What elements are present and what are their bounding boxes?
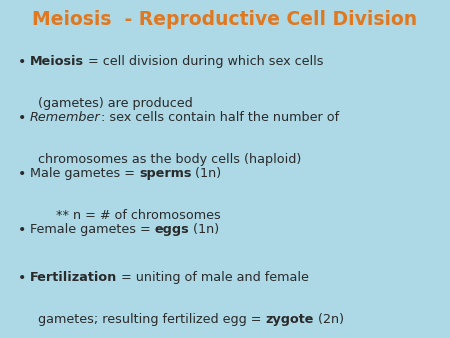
Text: = cell division during which sex cells: = cell division during which sex cells — [84, 55, 324, 68]
Text: Meiosis: Meiosis — [30, 55, 84, 68]
Text: (1n): (1n) — [191, 167, 221, 180]
Text: Meiosis  - Reproductive Cell Division: Meiosis - Reproductive Cell Division — [32, 10, 418, 29]
Text: chromosomes as the body cells (haploid): chromosomes as the body cells (haploid) — [38, 153, 301, 166]
Text: sperms: sperms — [139, 167, 191, 180]
Text: gametes; resulting fertilized egg =: gametes; resulting fertilized egg = — [38, 313, 266, 326]
Text: Female gametes =: Female gametes = — [30, 223, 155, 236]
Text: (2n): (2n) — [314, 313, 344, 326]
Text: •: • — [18, 223, 27, 237]
Text: ** n = # of chromosomes: ** n = # of chromosomes — [56, 209, 221, 222]
Text: •: • — [18, 271, 27, 285]
Text: Remember: Remember — [30, 111, 101, 124]
Text: zygote: zygote — [266, 313, 314, 326]
Text: Fertilization: Fertilization — [30, 271, 117, 284]
Text: •: • — [18, 111, 27, 125]
Text: (gametes) are produced: (gametes) are produced — [38, 97, 193, 110]
Text: •: • — [18, 167, 27, 181]
Text: •: • — [18, 55, 27, 69]
Text: (1n): (1n) — [189, 223, 220, 236]
Text: eggs: eggs — [155, 223, 189, 236]
Text: Male gametes =: Male gametes = — [30, 167, 139, 180]
Text: : sex cells contain half the number of: : sex cells contain half the number of — [101, 111, 339, 124]
Text: = uniting of male and female: = uniting of male and female — [117, 271, 309, 284]
